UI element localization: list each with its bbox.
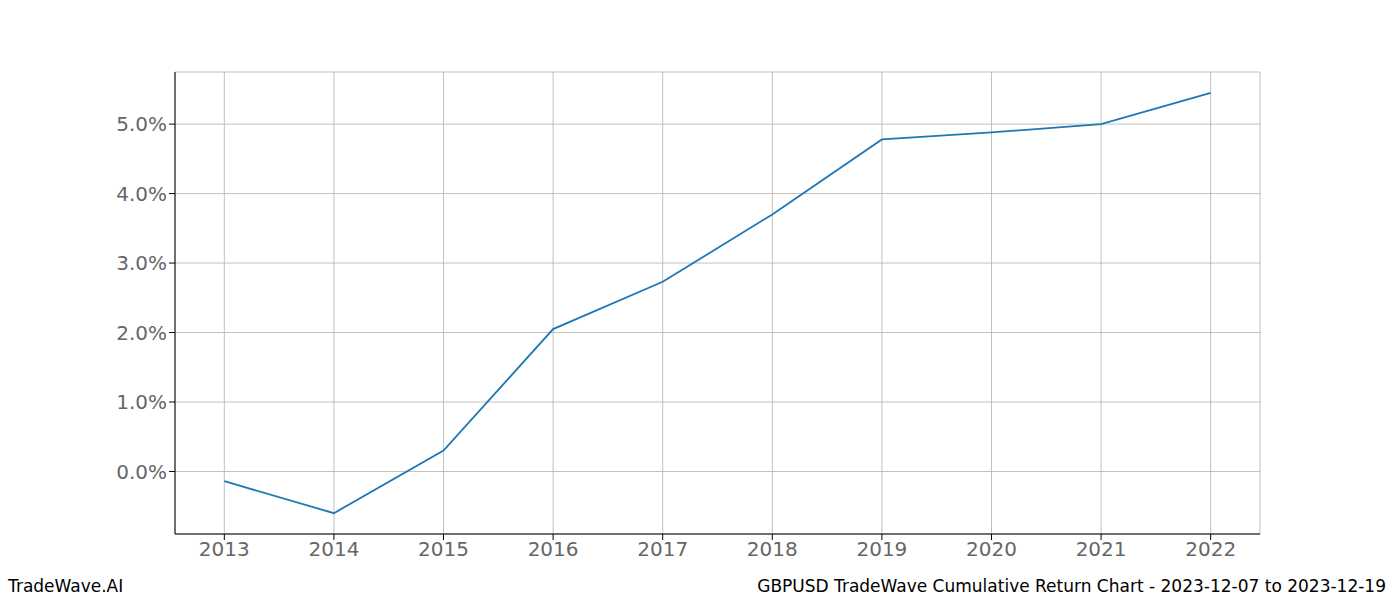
html-text:GBPUSD TradeWave Cumulative Re: GBPUSD TradeWave Cumulative Return Chart… (757, 576, 1386, 596)
svg-text:2017: 2017 (637, 537, 688, 561)
svg-text:2019: 2019 (856, 537, 907, 561)
html-text:TradeWave.AI: TradeWave.AI (8, 576, 124, 596)
svg-text:1.0%: 1.0% (116, 390, 167, 414)
svg-text:2014: 2014 (308, 537, 359, 561)
svg-text:2015: 2015 (418, 537, 469, 561)
svg-text:4.0%: 4.0% (116, 182, 167, 206)
svg-text:3.0%: 3.0% (116, 251, 167, 275)
svg-text:0.0%: 0.0% (116, 460, 167, 484)
svg-text:2020: 2020 (966, 537, 1017, 561)
svg-text:2022: 2022 (1185, 537, 1236, 561)
svg-text:2.0%: 2.0% (116, 321, 167, 345)
svg-text:5.0%: 5.0% (116, 112, 167, 136)
svg-text:2016: 2016 (528, 537, 579, 561)
svg-text:2018: 2018 (747, 537, 798, 561)
svg-text:2021: 2021 (1076, 537, 1127, 561)
svg-text:2013: 2013 (199, 537, 250, 561)
